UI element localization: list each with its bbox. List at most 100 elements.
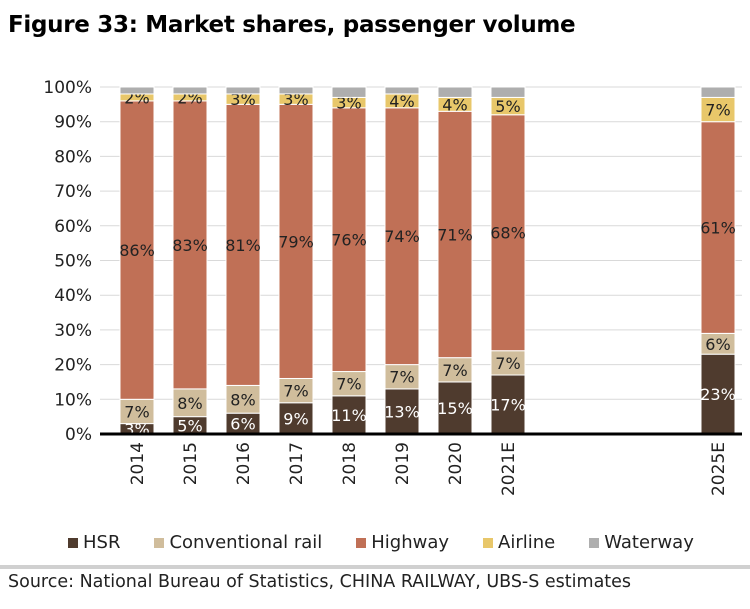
data-label: 23% (700, 385, 736, 404)
data-label: 4% (389, 92, 414, 111)
y-tick-label: 20% (54, 356, 92, 376)
data-label: 81% (225, 236, 261, 255)
y-tick-label: 30% (54, 321, 92, 341)
legend-label: Conventional rail (169, 532, 323, 553)
y-tick-label: 80% (54, 147, 92, 167)
bar-segment-highway (490, 114, 526, 352)
legend-item-conventional-rail: Conventional rail (154, 532, 322, 553)
data-label: 68% (490, 224, 526, 243)
legend-label: Waterway (604, 532, 694, 553)
y-tick-label: 0% (65, 425, 92, 445)
bar-segment-conventional-rail (490, 350, 526, 376)
bar-segment-hsr (278, 402, 314, 435)
bar-segment-conventional-rail (384, 364, 420, 390)
data-label: 3% (230, 90, 255, 109)
legend-swatch (154, 537, 165, 548)
x-tick-label: 2018 (340, 442, 360, 485)
y-tick-label: 40% (54, 286, 92, 306)
x-tick-label: 2014 (128, 442, 148, 485)
x-tick-label: 2020 (446, 442, 466, 485)
bar-stack-2015: 5%8%83%2% (172, 86, 208, 435)
data-label: 8% (177, 394, 202, 413)
data-label: 61% (700, 219, 736, 238)
bar-segment-hsr (490, 374, 526, 435)
data-label: 13% (384, 402, 420, 421)
data-label: 5% (495, 97, 520, 116)
bar-stack-2021E: 17% 7% 68% 5% (490, 86, 526, 435)
bar-segment-waterway (119, 86, 155, 95)
data-label: 83% (172, 236, 208, 255)
legend-item-highway: Highway (356, 532, 449, 553)
legend: HSR Conventional rail Highway Airline Waterw… (68, 532, 728, 553)
x-tick-label: 2025E (709, 442, 729, 496)
data-label: 5% (177, 416, 202, 435)
data-label: 86% (119, 241, 155, 260)
bar-segment-waterway (490, 86, 526, 98)
y-tick-label: 70% (54, 182, 92, 202)
data-label: 7% (336, 375, 361, 394)
bar-segment-conventional-rail (278, 377, 314, 404)
y-tick-label: 90% (54, 113, 92, 133)
legend-label: Airline (498, 532, 556, 553)
legend-swatch (68, 537, 78, 548)
legend-item-waterway: Waterway (589, 532, 694, 553)
data-label: 4% (442, 95, 467, 114)
data-label: 9% (283, 409, 308, 428)
bar-segment-conventional-rail (331, 371, 367, 397)
legend-label: Highway (371, 532, 450, 553)
y-tick-label: 60% (54, 217, 92, 237)
legend-swatch (483, 537, 494, 548)
bar-segment-conventional-rail (437, 357, 473, 383)
source-note: Source: National Bureau of Statistics, C… (8, 572, 632, 592)
data-label: 7% (389, 368, 414, 387)
data-label: 6% (230, 415, 255, 434)
legend-swatch (589, 537, 600, 548)
data-label: 17% (490, 396, 526, 415)
y-axis-ticks: 0% 10% 20% 30% 40% 50% 60% 70% 80% 90% 100% (43, 78, 92, 445)
x-axis-ticks: 2014 2015 2016 2017 2018 2019 2020 2021E 2025E (128, 442, 729, 496)
bar-segment-waterway (278, 86, 314, 95)
bar-segment-hsr (700, 353, 736, 435)
data-label: 7% (283, 382, 308, 401)
x-tick-label: 2016 (234, 442, 254, 485)
bar-stack-2025E: 23% 6% 61% 7% (700, 86, 736, 435)
y-tick-label: 50% (54, 252, 92, 272)
bar-segment-waterway (384, 86, 420, 95)
bar-stack-2017: 9% 7% 79% 3% (278, 86, 314, 435)
bar-segment-highway (278, 103, 314, 379)
y-tick-label: 100% (43, 78, 92, 98)
data-label: 71% (437, 225, 473, 244)
bar-stack-2016: 6% 8% 81% 3% (225, 86, 261, 435)
data-label: 7% (124, 402, 149, 421)
bar-stack-2020: 15% 7% 71% 4% (437, 86, 473, 435)
divider (0, 565, 750, 569)
bar-segment-waterway (437, 86, 473, 98)
bar-segment-waterway (700, 86, 736, 98)
legend-swatch (356, 537, 367, 548)
legend-item-airline: Airline (483, 532, 555, 553)
x-tick-label: 2019 (393, 442, 413, 485)
bar-stack-2014: 3%7%86%2% (119, 86, 155, 439)
bar-segment-hsr (331, 395, 367, 435)
stacked-bar-chart: 0% 10% 20% 30% 40% 50% 60% 70% 80% 90% 100% 3% 7% 86… (43, 78, 742, 496)
data-label: 76% (331, 231, 367, 250)
data-label: 3% (336, 94, 361, 113)
data-label: 3% (283, 90, 308, 109)
bar-segment-highway (700, 121, 736, 334)
data-label: 6% (705, 335, 730, 354)
x-tick-label: 2017 (287, 442, 307, 485)
data-label: 79% (278, 232, 314, 251)
legend-label: HSR (83, 532, 121, 553)
x-tick-label: 2015 (181, 442, 201, 485)
bar-segment-conventional-rail (172, 388, 208, 418)
data-label: 15% (437, 399, 473, 418)
x-tick-label: 2021E (499, 442, 519, 496)
bar-stack-2019: 13% 7% 74% 4% (384, 86, 420, 435)
bar-segment-conventional-rail (225, 384, 261, 414)
chart-title: Figure 33: Market shares, passenger volu… (8, 12, 576, 38)
data-label: 7% (442, 361, 467, 380)
data-label: 11% (331, 406, 367, 425)
bar-segment-highway (384, 107, 420, 366)
bar-stack-2018: 11% 7% 76% 3% (331, 86, 367, 435)
bar-segment-highway (331, 107, 367, 373)
